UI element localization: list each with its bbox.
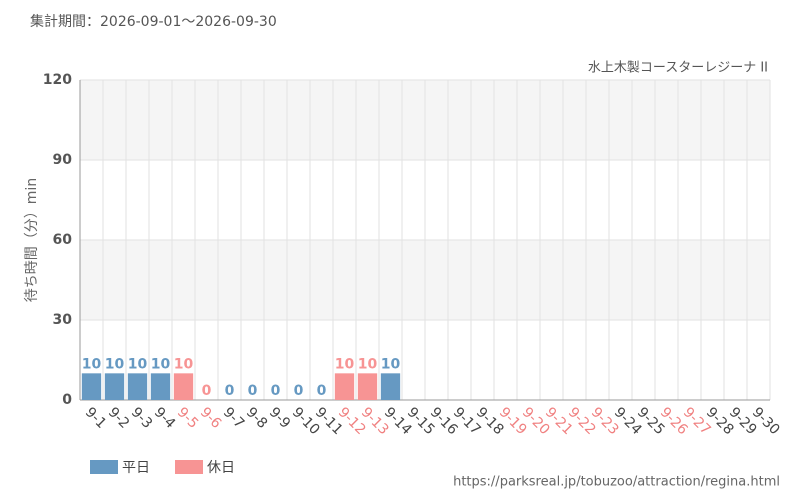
chart-subtitle: 集計期間：2026-09-01〜2026-09-30 — [30, 13, 277, 30]
x-tick-label: 9-8 — [243, 404, 270, 431]
y-tick-label: 90 — [53, 152, 73, 168]
bar — [380, 373, 401, 400]
value-label: 10 — [128, 356, 148, 372]
legend-label: 休日 — [207, 460, 235, 476]
x-tick-label: 9-9 — [266, 404, 293, 431]
legend-swatch — [175, 460, 203, 474]
value-label: 10 — [335, 356, 355, 372]
bar — [127, 373, 148, 400]
y-tick-label: 120 — [43, 72, 72, 88]
y-axis-label: 待ち時間（分）min — [24, 178, 40, 302]
value-label: 10 — [82, 356, 102, 372]
legend-swatch — [90, 460, 118, 474]
legend-label: 平日 — [122, 460, 150, 476]
value-label: 0 — [202, 383, 212, 399]
x-tick-label: 9-3 — [128, 404, 155, 431]
x-tick-label: 9-7 — [220, 404, 247, 431]
bar — [81, 373, 102, 400]
y-tick-label: 60 — [53, 232, 73, 248]
value-label: 10 — [174, 356, 194, 372]
x-tick-label: 9-5 — [174, 404, 201, 431]
x-tick-label: 9-6 — [197, 404, 225, 432]
x-tick-label: 9-2 — [105, 404, 132, 431]
value-label: 10 — [358, 356, 378, 372]
chart-title: 水上木製コースターレジーナ II — [588, 61, 768, 76]
x-tick-label: 9-4 — [151, 404, 179, 432]
x-tick-label: 9-1 — [82, 404, 109, 431]
y-tick-label: 0 — [62, 392, 72, 408]
bar — [357, 373, 378, 400]
source-url: https://parksreal.jp/tobuzoo/attraction/… — [453, 475, 780, 490]
value-label: 0 — [225, 383, 235, 399]
value-label: 10 — [151, 356, 171, 372]
y-tick-label: 30 — [53, 312, 73, 328]
value-label: 10 — [105, 356, 125, 372]
bar — [334, 373, 355, 400]
value-label: 0 — [248, 383, 258, 399]
value-label: 0 — [271, 383, 281, 399]
value-label: 10 — [381, 356, 401, 372]
bar — [173, 373, 194, 400]
value-label: 0 — [317, 383, 327, 399]
value-label: 0 — [294, 383, 304, 399]
bar — [150, 373, 171, 400]
bar — [104, 373, 125, 400]
